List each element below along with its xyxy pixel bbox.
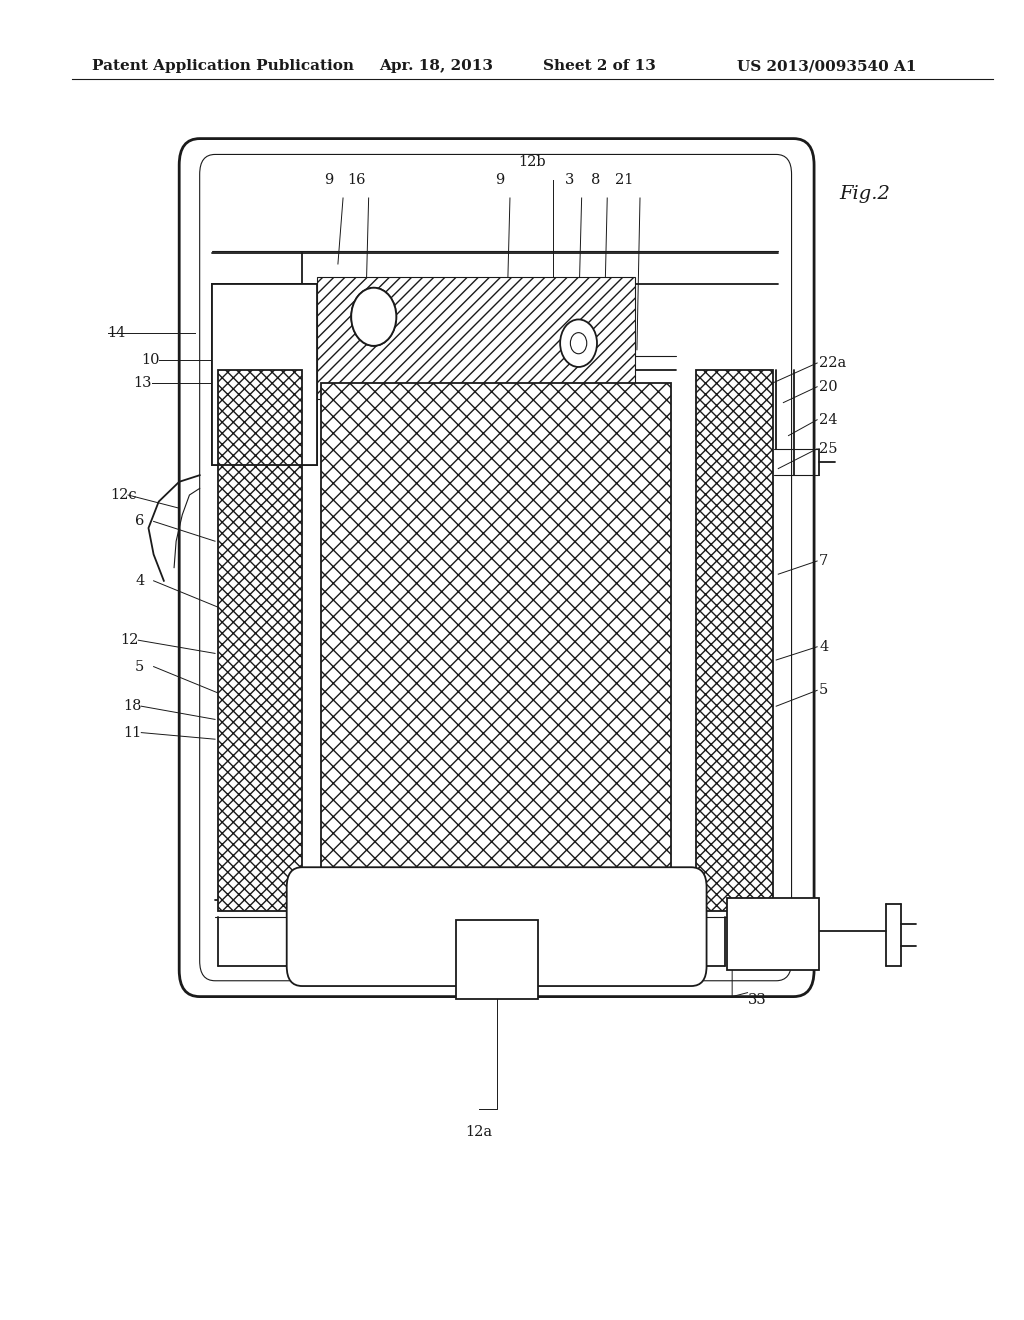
Text: 5: 5 (135, 660, 144, 673)
Text: 10: 10 (141, 354, 160, 367)
Text: 4: 4 (819, 640, 828, 653)
Text: Patent Application Publication: Patent Application Publication (92, 59, 354, 74)
Text: 9: 9 (324, 173, 334, 187)
Text: 4: 4 (135, 574, 144, 587)
Text: 7: 7 (819, 554, 828, 568)
Circle shape (351, 288, 396, 346)
Text: 33: 33 (748, 993, 766, 1007)
Circle shape (570, 333, 587, 354)
Text: 22a: 22a (819, 356, 847, 370)
Circle shape (351, 288, 396, 346)
Text: 24: 24 (819, 413, 838, 426)
Text: 21: 21 (615, 173, 634, 187)
Bar (212, 284, 317, 465)
Bar (212, 284, 317, 465)
Circle shape (364, 304, 384, 330)
Text: 18: 18 (123, 700, 141, 713)
Text: 14: 14 (108, 326, 126, 339)
Text: 20: 20 (819, 380, 838, 393)
Text: Sheet 2 of 13: Sheet 2 of 13 (543, 59, 655, 74)
Text: 13: 13 (133, 376, 152, 389)
Bar (696, 370, 773, 911)
Text: 9: 9 (495, 173, 505, 187)
Text: US 2013/0093540 A1: US 2013/0093540 A1 (737, 59, 916, 74)
Text: 11: 11 (123, 726, 141, 739)
Text: 6: 6 (135, 515, 144, 528)
Text: 12: 12 (120, 634, 138, 647)
Bar (317, 277, 635, 399)
Text: 3: 3 (564, 173, 574, 187)
Text: Apr. 18, 2013: Apr. 18, 2013 (379, 59, 493, 74)
Bar (212, 284, 317, 465)
FancyBboxPatch shape (179, 139, 814, 997)
Text: 12a: 12a (466, 1125, 493, 1139)
Text: 5: 5 (819, 684, 828, 697)
Text: 25: 25 (819, 442, 838, 455)
Text: 12b: 12b (519, 154, 546, 169)
Text: 12c: 12c (111, 488, 137, 502)
Bar (218, 370, 302, 911)
Text: 16: 16 (347, 173, 366, 187)
FancyBboxPatch shape (287, 867, 707, 986)
Bar (727, 898, 819, 970)
Bar (456, 920, 538, 999)
Circle shape (560, 319, 597, 367)
Text: 8: 8 (591, 173, 601, 187)
Text: Fig.2: Fig.2 (840, 185, 891, 203)
Bar (321, 383, 671, 898)
